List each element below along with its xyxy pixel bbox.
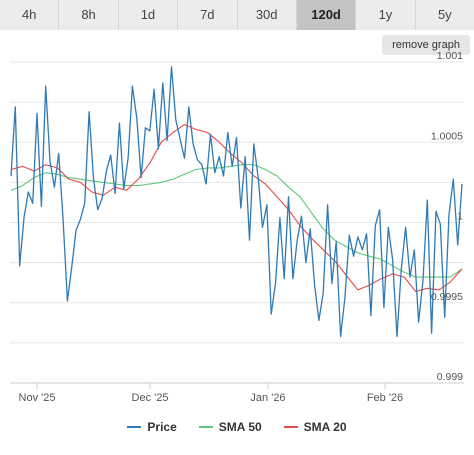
tab-1d[interactable]: 1d — [118, 0, 179, 30]
legend-sma50[interactable]: SMA 50 — [198, 420, 262, 434]
legend-sma20-label: SMA 20 — [303, 420, 347, 434]
x-tick-label: Nov '25 — [19, 392, 56, 404]
y-tick-label: 0.9995 — [431, 291, 463, 303]
legend-sma50-label: SMA 50 — [218, 420, 262, 434]
legend-sma20-swatch — [283, 426, 298, 428]
tab-1y[interactable]: 1y — [356, 0, 416, 30]
y-tick-label: 1.0005 — [431, 130, 463, 142]
tab-30d[interactable]: 30d — [237, 0, 297, 30]
tab-8h[interactable]: 8h — [59, 0, 119, 30]
x-tick-label: Feb '26 — [367, 392, 403, 404]
legend-sma20[interactable]: SMA 20 — [283, 420, 347, 434]
x-tick-label: Jan '26 — [250, 392, 285, 404]
legend-sma50-swatch — [198, 426, 213, 428]
series-line-sma-20 — [10, 124, 463, 293]
tab-5y[interactable]: 5y — [415, 0, 474, 30]
tab-120d[interactable]: 120d — [296, 0, 357, 30]
x-tick-label: Dec '25 — [132, 392, 169, 404]
chart-legend: Price SMA 50 SMA 20 — [0, 420, 474, 434]
tab-7d[interactable]: 7d — [178, 0, 238, 30]
y-tick-label: 1.001 — [437, 50, 463, 62]
y-tick-label: 0.999 — [437, 371, 463, 383]
tab-4h[interactable]: 4h — [0, 0, 60, 30]
legend-price-swatch — [127, 426, 142, 428]
legend-price[interactable]: Price — [127, 420, 177, 434]
legend-price-label: Price — [147, 420, 177, 434]
series-line-price — [10, 66, 463, 338]
remove-graph-button[interactable]: remove graph — [382, 35, 470, 55]
time-range-tabs: 4h 8h 1d 7d 30d 120d 1y 5y — [0, 0, 474, 30]
